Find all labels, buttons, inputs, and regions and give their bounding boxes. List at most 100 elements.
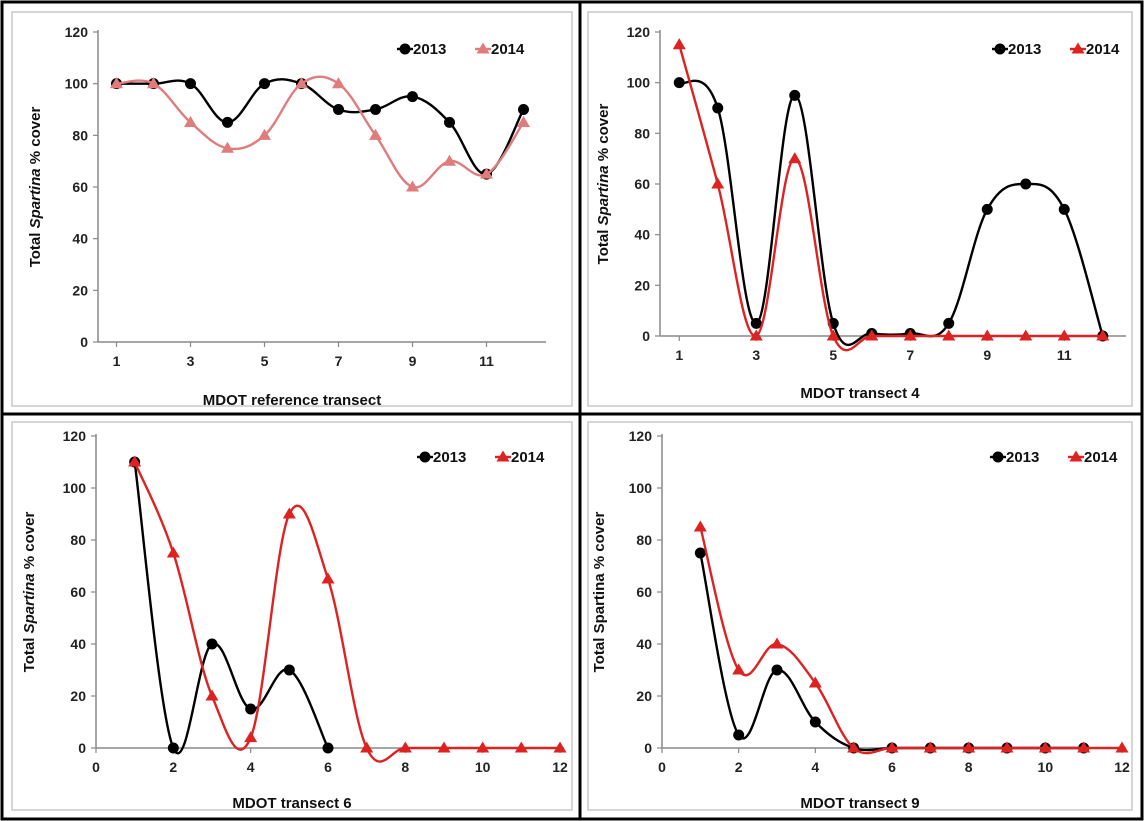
series-2014-point bbox=[808, 676, 822, 688]
x-tick-label: 10 bbox=[475, 759, 491, 775]
legend-marker-2013 bbox=[399, 43, 411, 55]
y-axis-label: Total Spartina % cover bbox=[591, 512, 608, 673]
series-2013-point bbox=[750, 317, 762, 329]
x-tick-label: 10 bbox=[1038, 759, 1054, 775]
y-tick-label: 20 bbox=[636, 688, 652, 704]
series-2014-point bbox=[406, 180, 419, 192]
y-tick-label: 0 bbox=[642, 328, 650, 344]
legend-label-2013: 2013 bbox=[413, 41, 446, 58]
x-tick-label: 5 bbox=[261, 353, 269, 369]
legend-label-2014: 2014 bbox=[1084, 449, 1118, 466]
series-2014-point bbox=[1057, 329, 1071, 341]
series-2014-point bbox=[1077, 741, 1091, 753]
series-2013-point bbox=[712, 102, 724, 114]
series-2014-point bbox=[110, 77, 123, 89]
series-2014-point bbox=[369, 128, 382, 140]
series-2014-point bbox=[885, 741, 899, 753]
x-axis-label: MDOT transect 9 bbox=[800, 795, 919, 812]
series-2013-point bbox=[943, 317, 955, 329]
chart-frame bbox=[11, 11, 573, 407]
series-2013-point bbox=[733, 729, 745, 741]
legend-label-2013: 2013 bbox=[1006, 449, 1039, 466]
legend-marker-2014 bbox=[496, 450, 510, 462]
series-2013-point bbox=[809, 716, 821, 728]
legend-marker-2014 bbox=[476, 42, 490, 54]
y-tick-label: 100 bbox=[627, 75, 651, 91]
y-tick-label: 80 bbox=[72, 127, 88, 143]
series-2014-point bbox=[205, 689, 219, 701]
y-tick-label: 120 bbox=[63, 428, 87, 444]
legend-label-2014: 2014 bbox=[511, 449, 545, 466]
y-tick-label: 100 bbox=[65, 76, 89, 92]
series-2014-point bbox=[244, 731, 258, 743]
chart-frame bbox=[11, 421, 573, 811]
series-2014-point bbox=[514, 741, 528, 753]
legend-marker-2013 bbox=[994, 43, 1006, 55]
series-2014-point bbox=[672, 38, 686, 50]
series-2014-point bbox=[711, 177, 725, 189]
series-2013-point bbox=[283, 664, 295, 676]
series-2013-point bbox=[185, 78, 196, 90]
series-2014-point bbox=[184, 115, 197, 127]
legend-marker-2014 bbox=[1071, 42, 1085, 54]
series-2013-point bbox=[981, 203, 993, 215]
series-2014-point bbox=[962, 741, 976, 753]
series-2014-point bbox=[282, 507, 296, 519]
y-tick-label: 60 bbox=[70, 584, 86, 600]
x-tick-label: 12 bbox=[552, 759, 568, 775]
y-tick-label: 80 bbox=[70, 532, 86, 548]
series-2013-point bbox=[245, 703, 257, 715]
x-tick-label: 4 bbox=[247, 759, 255, 775]
series-2014-point bbox=[128, 455, 142, 467]
x-tick-label: 11 bbox=[1057, 347, 1072, 363]
legend-marker-2013 bbox=[992, 451, 1004, 463]
legend-marker-2013 bbox=[419, 451, 431, 463]
x-axis-label: MDOT reference transect bbox=[203, 392, 381, 409]
y-tick-label: 20 bbox=[634, 277, 650, 293]
x-tick-label: 12 bbox=[1114, 759, 1130, 775]
y-tick-label: 80 bbox=[636, 532, 652, 548]
series-2014-point bbox=[443, 154, 456, 166]
series-2014-point bbox=[788, 152, 802, 164]
y-tick-label: 60 bbox=[72, 179, 88, 195]
series-2014-point bbox=[476, 741, 490, 753]
y-tick-label: 0 bbox=[644, 740, 652, 756]
legend-label-2013: 2013 bbox=[1008, 41, 1041, 58]
series-2014-point bbox=[360, 741, 374, 753]
x-tick-label: 6 bbox=[888, 759, 896, 775]
legend-label-2014: 2014 bbox=[1086, 41, 1120, 58]
y-tick-label: 0 bbox=[78, 740, 86, 756]
x-tick-label: 2 bbox=[169, 759, 177, 775]
y-tick-label: 20 bbox=[70, 688, 86, 704]
series-2013-point bbox=[206, 638, 218, 650]
chart-panel-3: 0 20 40 60 80 100 120 0 2 4 6 8 10 12 MDOT transect 6 T… bbox=[11, 421, 573, 812]
y-tick-label: 60 bbox=[636, 584, 652, 600]
series-2013-point bbox=[333, 104, 344, 115]
series-2014-point bbox=[865, 329, 879, 341]
x-tick-label: 7 bbox=[335, 353, 343, 369]
x-tick-label: 5 bbox=[829, 347, 837, 363]
series-2014-point bbox=[332, 77, 345, 89]
series-2014-point bbox=[847, 741, 861, 753]
series-2014-point bbox=[1115, 741, 1129, 753]
y-tick-label: 40 bbox=[72, 231, 88, 247]
y-axis-label: Total Spartina % cover bbox=[27, 107, 44, 268]
series-2013-point bbox=[407, 91, 418, 103]
x-tick-label: 3 bbox=[752, 347, 760, 363]
series-2014-point bbox=[517, 115, 530, 127]
legend-label-2014: 2014 bbox=[491, 41, 525, 58]
x-axis-label: MDOT transect 6 bbox=[232, 795, 351, 812]
series-2014-point bbox=[1019, 329, 1033, 341]
series-2013-point bbox=[370, 104, 381, 115]
legend-marker-2014 bbox=[1069, 450, 1083, 462]
x-tick-label: 8 bbox=[401, 759, 409, 775]
y-tick-label: 0 bbox=[80, 334, 88, 350]
series-2014-point bbox=[221, 141, 234, 153]
series-2014-point bbox=[770, 637, 784, 649]
series-2014-point bbox=[295, 77, 308, 89]
legend-label-2013: 2013 bbox=[433, 449, 466, 466]
chart-panel-4: 0 20 40 60 80 100 120 0 2 4 6 8 10 12 MDOT transect 9 T… bbox=[587, 421, 1133, 812]
series-2013-point bbox=[694, 547, 706, 559]
